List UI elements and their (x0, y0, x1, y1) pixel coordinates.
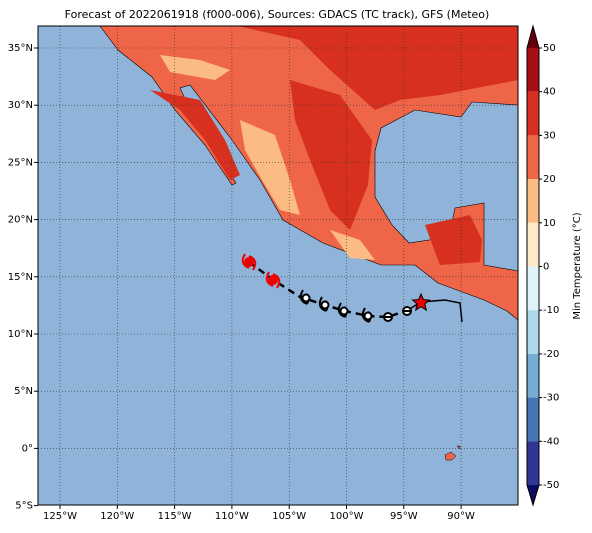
colorbar-tick-label: -40 (543, 436, 559, 447)
storm-symbols (241, 253, 412, 323)
map (38, 26, 518, 505)
colorbar-tick-label: 0 (543, 262, 549, 273)
lat-label: 0° (22, 443, 33, 454)
lat-label: 5°N (14, 386, 33, 397)
islands (444, 445, 461, 461)
colorbar-tick-label: -50 (543, 480, 559, 491)
colorbar: 50 40 30 20 10 0 -10 -20 -30 -40 -50 (526, 24, 559, 507)
colorbar-label: Min Temperature (°C) (572, 212, 583, 319)
colorbar-band (527, 48, 539, 92)
lat-label: 25°N (8, 157, 33, 168)
colorbar-tick-label: -30 (543, 393, 559, 404)
colorbar-tick-label: 30 (543, 130, 556, 141)
lon-label: 115°W (158, 511, 192, 522)
current-position (411, 292, 431, 312)
map-frame (37, 25, 519, 506)
colorbar-tick-label: 40 (543, 87, 556, 98)
cool-region (160, 55, 375, 260)
lat-label: 35°N (8, 43, 33, 54)
colorbar-tick-label: 20 (543, 174, 556, 185)
colorbar-band (527, 353, 539, 398)
colorbar-under (527, 485, 539, 505)
lat-label: 20°N (8, 215, 33, 226)
colorbar-band (527, 397, 539, 442)
lon-labels: 125°W 120°W 115°W 110°W 105°W 100°W 95°W 90°W (43, 505, 475, 522)
hot-region (150, 26, 518, 265)
lon-label: 105°W (272, 511, 306, 522)
colorbar-band (527, 441, 539, 485)
colorbar-band (527, 222, 539, 267)
colorbar-band (527, 266, 539, 311)
colorbar-tick-label: -20 (543, 349, 559, 360)
lat-label: 30°N (8, 100, 33, 111)
lat-label: 5°S (15, 501, 33, 512)
title: Forecast of 2022061918 (f000-006), Sourc… (65, 8, 490, 21)
colorbar-tick-label: 50 (543, 43, 556, 54)
lat-label: 10°N (8, 329, 33, 340)
lat-labels: 35°N 30°N 25°N 20°N 15°N 10°N 5°N 0° 5°S (8, 43, 38, 512)
lon-label: 90°W (447, 511, 475, 522)
colorbar-band (527, 91, 539, 136)
lon-label: 95°W (390, 511, 418, 522)
colorbar-over (527, 26, 539, 48)
colorbar-band (527, 310, 539, 354)
lat-label: 15°N (8, 272, 33, 283)
land (99, 26, 518, 321)
colorbar-band (527, 135, 539, 180)
lon-label: 125°W (43, 511, 77, 522)
colorbar-tick-label: 10 (543, 218, 556, 229)
lon-label: 100°W (330, 511, 364, 522)
lon-label: 110°W (215, 511, 249, 522)
colorbar-band (527, 179, 539, 223)
colorbar-tick-label: -10 (543, 305, 559, 316)
lon-label: 120°W (100, 511, 134, 522)
